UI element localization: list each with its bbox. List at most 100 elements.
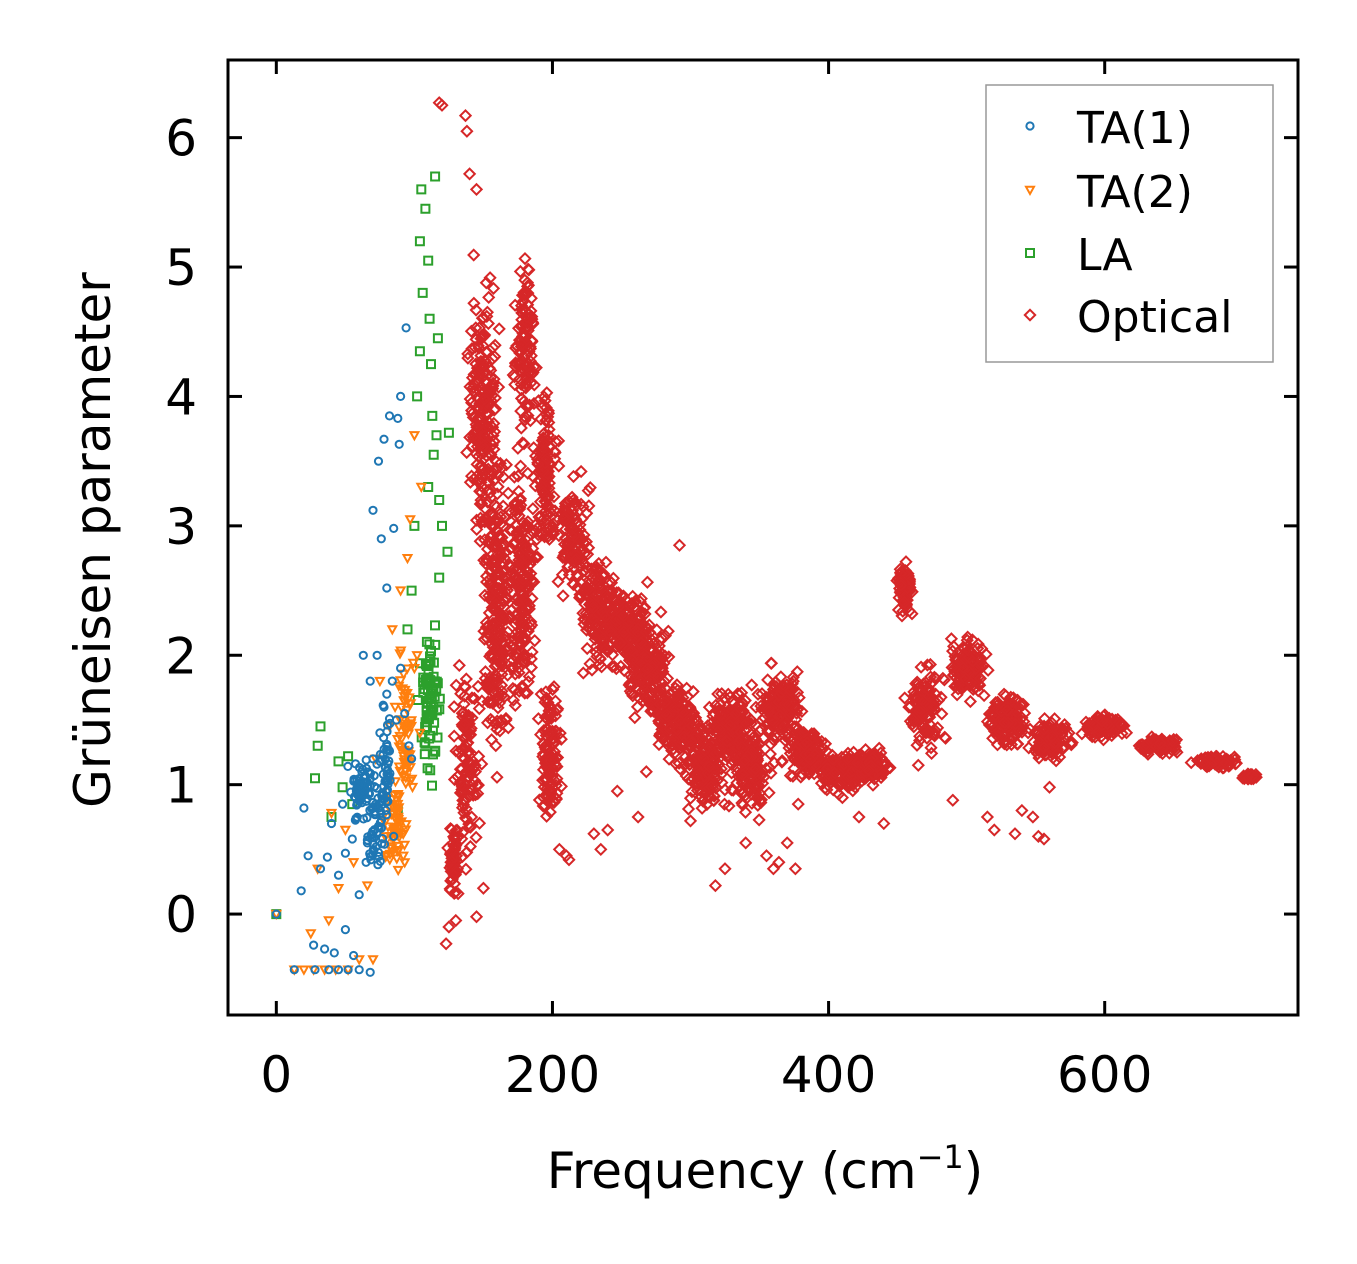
data-point [512, 553, 526, 567]
data-point [898, 691, 912, 705]
data-layer [270, 96, 1263, 977]
data-point [408, 431, 421, 442]
data-point [354, 965, 364, 975]
data-point [340, 848, 350, 858]
data-point [427, 410, 438, 421]
data-point [540, 445, 554, 459]
data-point [1227, 750, 1242, 764]
data-point [528, 633, 542, 648]
data-point [735, 703, 749, 718]
data-point [539, 809, 554, 823]
data-point [735, 698, 749, 713]
data-point [738, 753, 752, 768]
data-point [895, 609, 909, 623]
data-point [922, 689, 936, 703]
ticks-layer: 0 200 400 600 0 1 2 3 4 5 6 [165, 60, 1298, 1104]
data-point [787, 761, 801, 776]
data-point [423, 665, 434, 676]
data-point [713, 722, 727, 737]
data-point [960, 640, 974, 654]
data-point [659, 707, 674, 722]
data-point [547, 744, 562, 759]
data-point [379, 744, 389, 754]
data-point [586, 626, 600, 641]
data-point [368, 505, 378, 515]
data-point [722, 743, 736, 758]
data-point [386, 847, 399, 858]
data-point [405, 699, 417, 710]
data-point [398, 721, 410, 732]
data-point [450, 823, 464, 837]
data-point [387, 676, 397, 686]
data-point [391, 854, 403, 865]
data-point [506, 653, 520, 667]
data-point [493, 517, 508, 531]
data-point [326, 818, 337, 829]
data-point [515, 313, 529, 327]
data-point [402, 624, 413, 635]
data-point [485, 694, 500, 709]
data-point [928, 687, 943, 701]
data-point [442, 546, 453, 557]
data-point [324, 965, 334, 975]
data-point [365, 967, 375, 977]
data-point [991, 724, 1006, 738]
data-point [472, 816, 487, 830]
data-point [369, 771, 379, 781]
data-point [650, 707, 664, 721]
data-point [1081, 723, 1095, 737]
data-point [728, 707, 742, 721]
data-point [911, 714, 926, 729]
data-point [541, 499, 555, 513]
data-point [469, 830, 483, 845]
data-point [538, 393, 552, 408]
data-point [565, 528, 579, 543]
data-point [460, 445, 474, 460]
data-point [521, 675, 535, 689]
data-point [367, 955, 379, 966]
data-point [576, 586, 591, 600]
data-point [835, 790, 850, 805]
data-point [491, 686, 505, 700]
series-ta1 [271, 323, 417, 977]
data-point [540, 452, 554, 466]
data-point [521, 262, 535, 276]
data-point [659, 704, 673, 718]
data-point [305, 929, 317, 940]
data-point [488, 668, 502, 682]
data-point [520, 310, 534, 324]
data-point [1153, 736, 1167, 750]
data-point [1047, 712, 1062, 726]
data-point [999, 733, 1013, 747]
data-point [586, 601, 600, 615]
data-point [379, 702, 389, 712]
legend-label-ta2: TA(2) [1076, 167, 1193, 218]
data-point [626, 660, 640, 675]
data-point [927, 670, 942, 684]
data-point [495, 684, 509, 698]
data-point [654, 605, 668, 619]
data-point [736, 798, 750, 812]
data-point [493, 724, 507, 738]
data-point [361, 857, 371, 867]
data-point [495, 609, 510, 624]
data-point [398, 751, 410, 763]
data-point [507, 633, 521, 647]
data-point [374, 676, 386, 688]
data-point [329, 948, 339, 958]
data-point [406, 774, 418, 785]
data-point [962, 651, 976, 665]
data-point [893, 573, 907, 588]
data-point [739, 708, 753, 722]
data-point [763, 688, 777, 703]
data-point [567, 560, 581, 575]
data-point [490, 487, 504, 501]
data-point [506, 693, 521, 707]
data-point [468, 788, 483, 802]
data-point [514, 383, 528, 397]
data-point [585, 598, 599, 612]
data-point [653, 728, 667, 742]
data-point [496, 470, 511, 484]
data-point [718, 862, 732, 876]
data-point [444, 846, 458, 860]
